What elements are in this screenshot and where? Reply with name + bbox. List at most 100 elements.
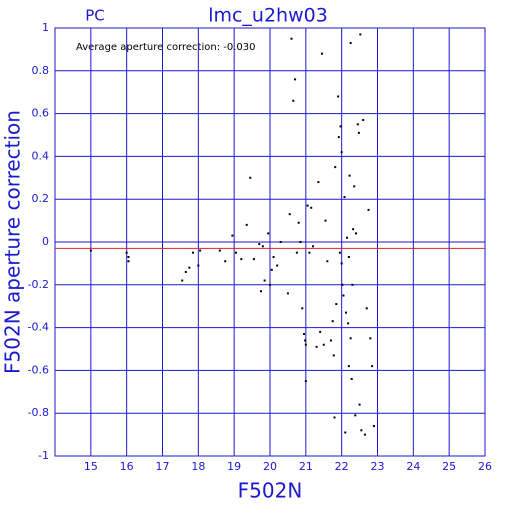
- point: [326, 260, 329, 263]
- x-tick-label: 24: [406, 460, 420, 473]
- point: [252, 258, 255, 261]
- point: [340, 262, 343, 265]
- point: [334, 166, 337, 169]
- point: [349, 41, 352, 44]
- point: [306, 204, 309, 207]
- point: [363, 433, 366, 436]
- point: [319, 330, 322, 333]
- x-tick-label: 23: [371, 460, 385, 473]
- point: [371, 365, 374, 368]
- point: [234, 251, 237, 254]
- point: [188, 266, 191, 269]
- y-tick-label: 0.8: [32, 64, 50, 77]
- x-tick-label: 18: [191, 460, 205, 473]
- point: [310, 206, 313, 209]
- point: [181, 279, 184, 282]
- point: [286, 292, 289, 295]
- point: [269, 283, 271, 286]
- point: [317, 181, 320, 184]
- y-tick-label: -0.6: [28, 363, 49, 376]
- point: [354, 414, 357, 417]
- x-tick-label: 20: [263, 460, 277, 473]
- y-tick-label: -0.4: [28, 321, 49, 334]
- y-axis-label: F502N aperture correction: [1, 110, 25, 374]
- point: [263, 279, 266, 282]
- point: [294, 78, 297, 81]
- point: [346, 236, 349, 239]
- point: [304, 339, 307, 342]
- x-tick-label: 22: [335, 460, 349, 473]
- point: [295, 251, 298, 254]
- y-tick-label: 0.6: [32, 107, 50, 120]
- point: [343, 196, 346, 199]
- point: [347, 255, 350, 258]
- y-tick-label: 0.2: [32, 192, 50, 205]
- point: [347, 365, 350, 368]
- point: [261, 245, 264, 248]
- point: [324, 219, 327, 222]
- point: [350, 377, 353, 380]
- point: [279, 241, 282, 243]
- point: [372, 425, 375, 428]
- point: [348, 174, 351, 177]
- point: [337, 136, 340, 139]
- point: [292, 99, 295, 102]
- point: [290, 37, 293, 40]
- point: [347, 322, 350, 325]
- point: [304, 380, 307, 383]
- point: [333, 416, 336, 419]
- y-tick-label: -1: [38, 449, 49, 462]
- point: [362, 119, 365, 122]
- y-tick-label: 0: [42, 235, 49, 248]
- point: [315, 345, 318, 348]
- point: [355, 232, 357, 235]
- point: [331, 320, 334, 323]
- y-tick-label: -0.8: [28, 406, 49, 419]
- x-tick-label: 15: [84, 460, 98, 473]
- point: [312, 245, 314, 248]
- point: [224, 260, 227, 263]
- point: [340, 151, 343, 154]
- point: [342, 294, 345, 297]
- point: [344, 311, 347, 314]
- point: [308, 251, 311, 254]
- point: [353, 185, 356, 188]
- point: [301, 307, 304, 310]
- point: [272, 255, 275, 258]
- point: [352, 228, 355, 231]
- point: [329, 339, 332, 342]
- point: [359, 33, 362, 36]
- point: [303, 333, 306, 336]
- point: [338, 251, 341, 254]
- x-tick-label: 19: [227, 460, 241, 473]
- point: [344, 431, 347, 434]
- point: [349, 337, 352, 340]
- point: [322, 343, 325, 346]
- point: [199, 249, 202, 252]
- point: [360, 429, 363, 432]
- point: [197, 264, 200, 267]
- point: [240, 258, 243, 261]
- point: [297, 221, 300, 224]
- point: [358, 403, 361, 406]
- x-tick-label: 17: [156, 460, 170, 473]
- point: [339, 125, 342, 128]
- y-tick-label: 0.4: [32, 149, 50, 162]
- y-tick-label: -0.2: [28, 278, 49, 291]
- point: [125, 251, 128, 254]
- x-tick-label: 16: [120, 460, 134, 473]
- point: [335, 303, 338, 306]
- x-tick-label: 26: [478, 460, 492, 473]
- annotation: Average aperture correction: -0.030: [76, 42, 256, 53]
- point: [249, 176, 252, 179]
- point: [218, 249, 221, 252]
- point: [320, 52, 323, 55]
- point: [365, 307, 368, 310]
- point: [245, 223, 248, 226]
- point: [127, 255, 130, 258]
- x-tick-label: 21: [299, 460, 313, 473]
- point: [127, 260, 130, 263]
